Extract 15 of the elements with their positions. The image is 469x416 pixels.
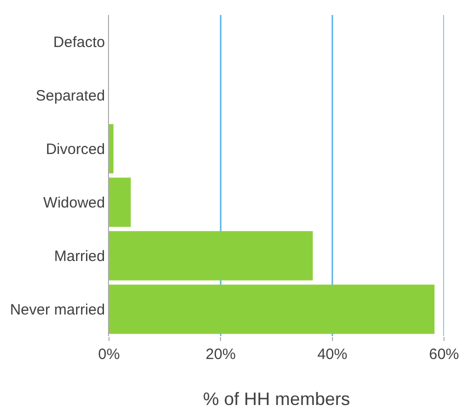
y-tick-label: Widowed <box>43 194 105 212</box>
y-tick-label: Separated <box>36 88 105 104</box>
bar <box>109 124 114 174</box>
y-tick-label: Defacto <box>53 34 105 51</box>
y-tick-label: Married <box>54 248 105 265</box>
x-tick-label: 40% <box>317 346 348 363</box>
bar <box>109 178 131 227</box>
bar <box>109 231 313 280</box>
y-tick-label: Never married <box>10 302 105 318</box>
bar <box>109 284 435 334</box>
x-tick-label: 0% <box>98 346 120 363</box>
x-tick-label: 20% <box>206 346 236 363</box>
y-tick-label: Divorced <box>46 141 105 158</box>
x-tick-label: 60% <box>428 346 460 363</box>
x-axis-title: % of HH members <box>202 389 350 410</box>
